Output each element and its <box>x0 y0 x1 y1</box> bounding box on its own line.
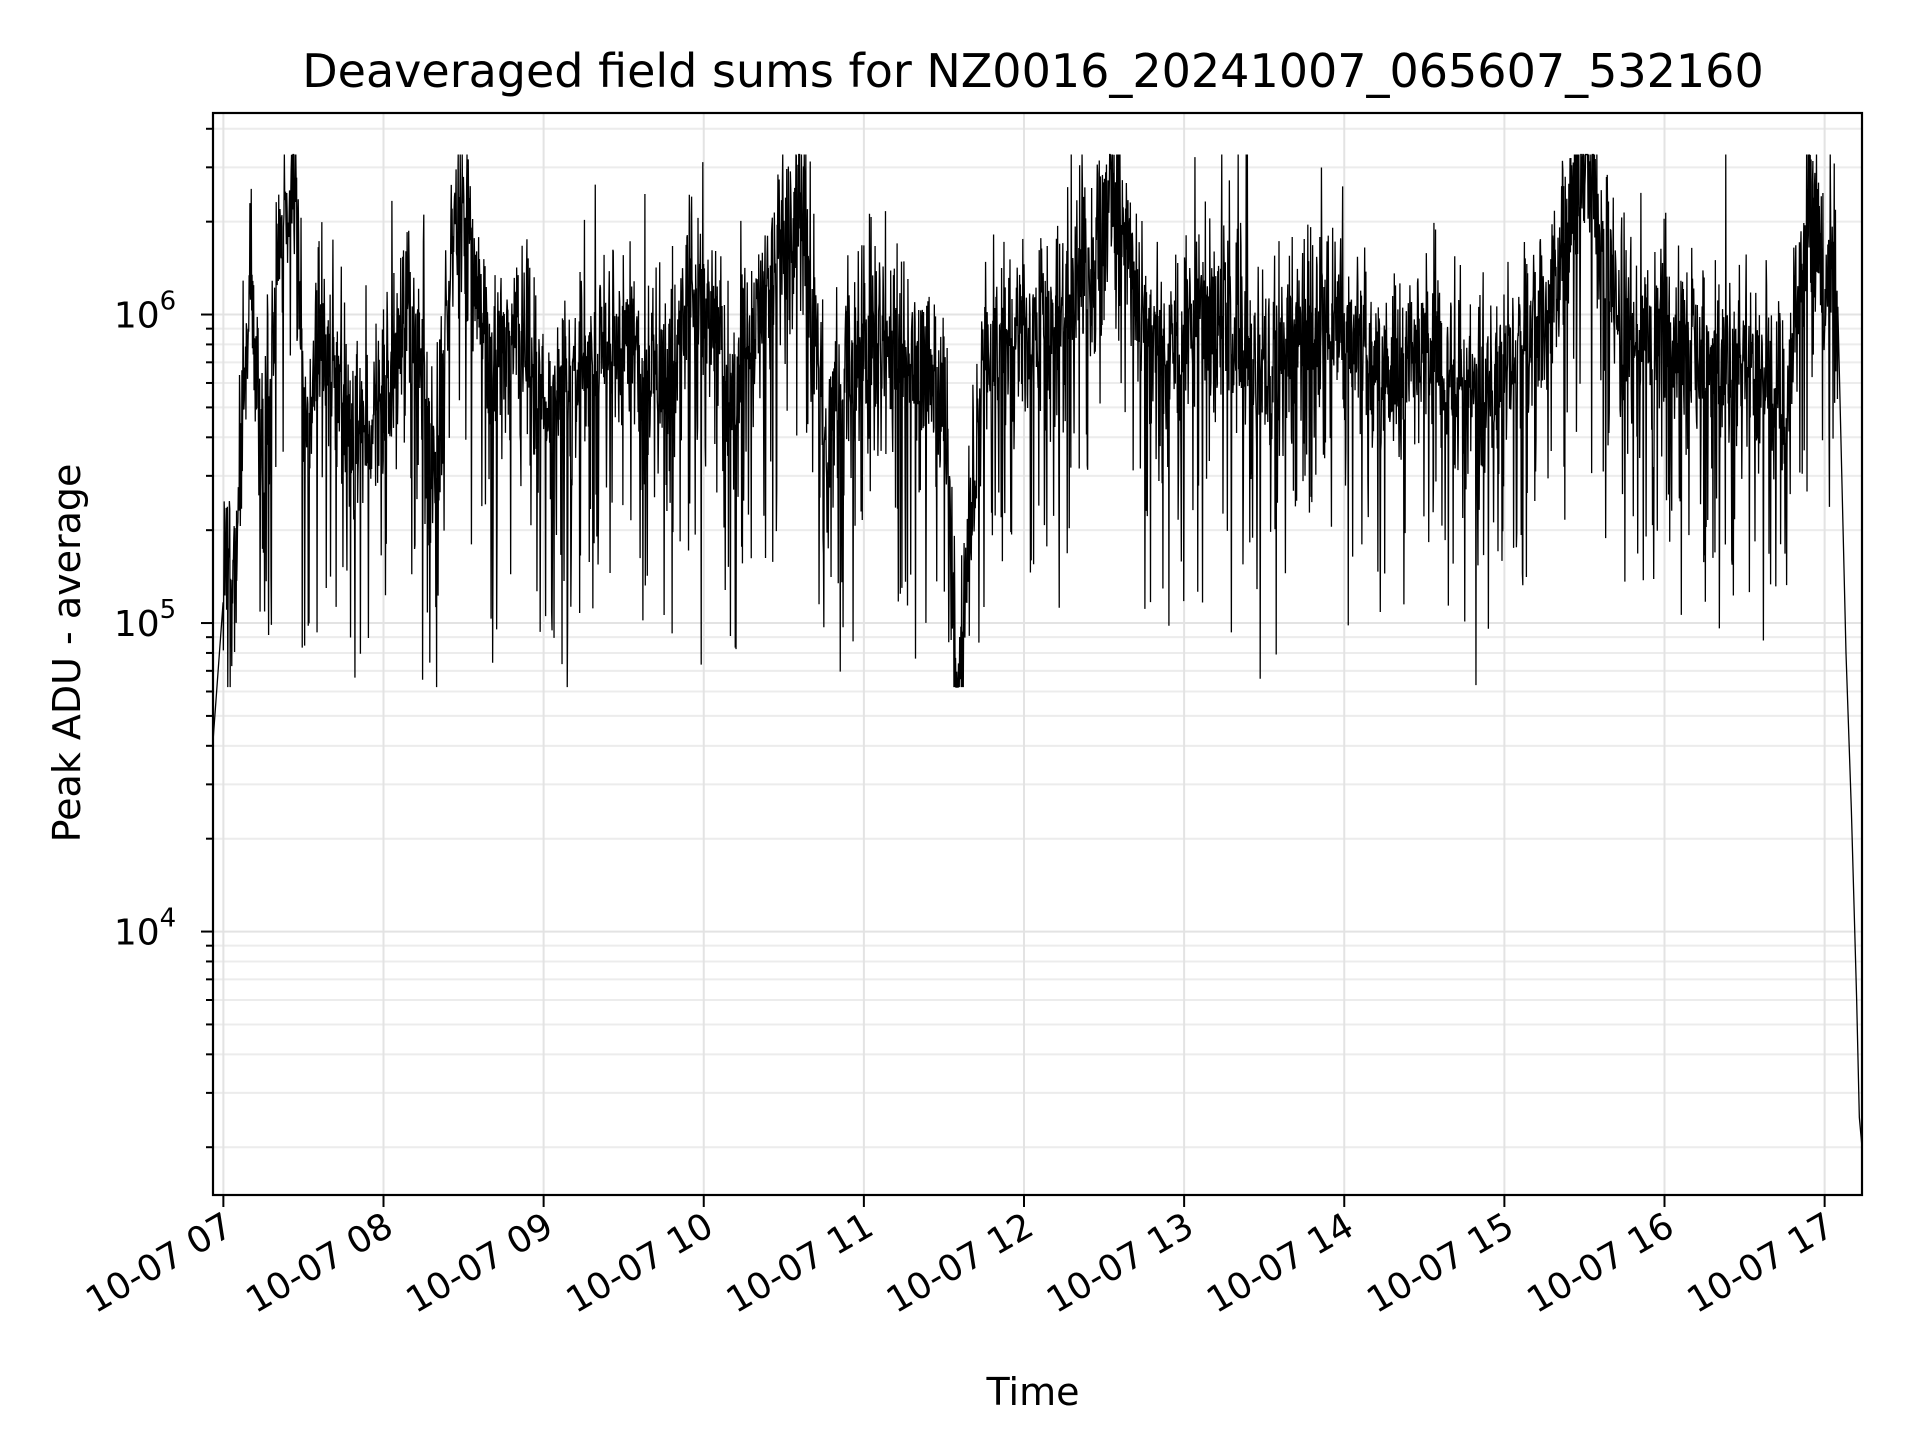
y-tick-label-base: 10 <box>114 913 160 954</box>
x-axis-label: Time <box>986 1370 1080 1414</box>
series-layer <box>212 153 1863 1148</box>
chart-title: Deaveraged field sums for NZ0016_2024100… <box>302 44 1763 98</box>
y-tick-label-exponent: 6 <box>160 287 177 317</box>
y-tick-label: 105 <box>114 595 176 645</box>
y-tick-label-base: 10 <box>114 604 160 645</box>
y-axis-label: Peak ADU - average <box>45 464 89 843</box>
y-tick-label: 106 <box>114 287 176 337</box>
y-tick-label-exponent: 5 <box>160 595 177 625</box>
series-line <box>212 153 1863 1148</box>
plot-frame <box>211 111 1864 1197</box>
y-tick-label-exponent: 4 <box>160 904 177 934</box>
y-tick-label-base: 10 <box>114 296 160 337</box>
y-tick-label: 104 <box>114 904 176 954</box>
